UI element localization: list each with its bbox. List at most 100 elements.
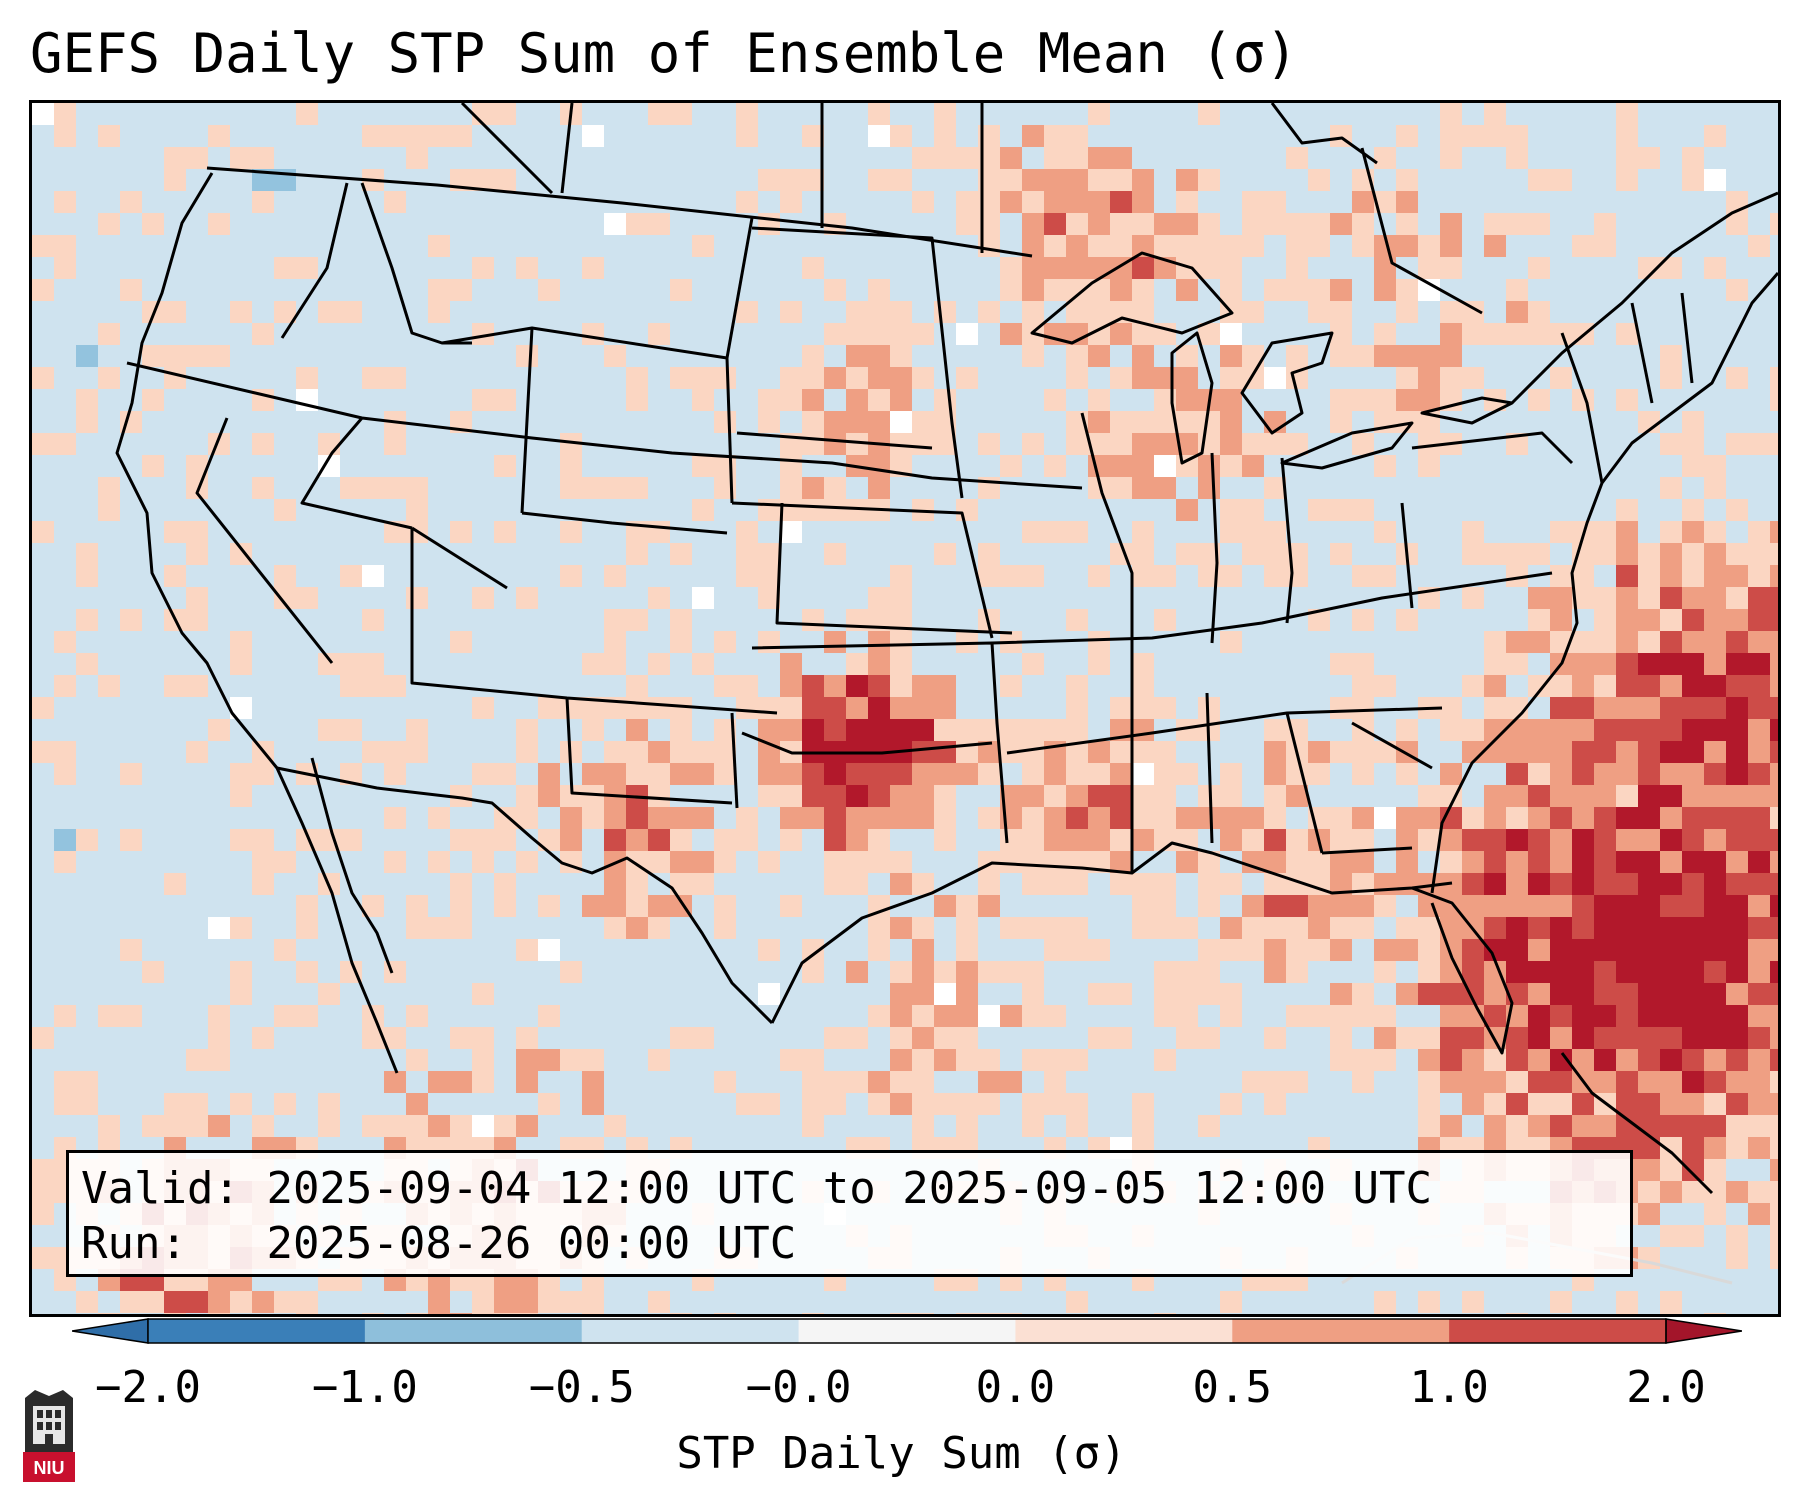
anomaly-cell [1638, 1137, 1660, 1159]
anomaly-cell [1110, 763, 1132, 785]
state-line [1280, 457, 1294, 624]
anomaly-cell [1374, 741, 1396, 763]
anomaly-cell [208, 1291, 230, 1313]
anomaly-cell [186, 345, 208, 367]
anomaly-cell [1440, 917, 1462, 939]
anomaly-cell [1154, 763, 1176, 785]
anomaly-cell [1506, 851, 1528, 873]
anomaly-cell [1110, 455, 1132, 477]
anomaly-cell [868, 1071, 890, 1093]
anomaly-cell [714, 1071, 736, 1093]
anomaly-cell [472, 1115, 494, 1137]
anomaly-cell [472, 323, 494, 345]
anomaly-cell [1044, 125, 1066, 147]
anomaly-cell [824, 873, 846, 895]
anomaly-cell [1088, 763, 1110, 785]
anomaly-cell [692, 741, 714, 763]
anomaly-cell [1000, 1005, 1022, 1027]
anomaly-cell [582, 477, 604, 499]
anomaly-cell [1506, 543, 1528, 565]
anomaly-cell [604, 873, 626, 895]
anomaly-cell [1484, 675, 1506, 697]
anomaly-cell [1572, 851, 1594, 873]
anomaly-cell [1066, 873, 1088, 895]
anomaly-cell [1286, 257, 1308, 279]
anomaly-cell [1770, 543, 1778, 565]
anomaly-cell [1616, 719, 1638, 741]
anomaly-cell [1550, 719, 1572, 741]
anomaly-cell [978, 543, 1000, 565]
anomaly-cell [1704, 609, 1726, 631]
anomaly-cell [1154, 1313, 1176, 1314]
anomaly-cell [1022, 345, 1044, 367]
east-coast [1430, 272, 1778, 894]
anomaly-cell [1132, 895, 1154, 917]
anomaly-cell [1704, 1181, 1726, 1203]
anomaly-cell [1638, 1115, 1660, 1137]
anomaly-cell [1176, 543, 1198, 565]
anomaly-cell [1044, 1005, 1066, 1027]
anomaly-cell [1066, 345, 1088, 367]
anomaly-cell [1506, 653, 1528, 675]
anomaly-cell [1506, 125, 1528, 147]
anomaly-cell [252, 191, 274, 213]
anomaly-cell [1440, 323, 1462, 345]
anomaly-cell [978, 895, 1000, 917]
anomaly-cell [54, 257, 76, 279]
anomaly-cell [934, 675, 956, 697]
anomaly-cell [1528, 1093, 1550, 1115]
anomaly-cell [780, 521, 802, 543]
anomaly-cell [1528, 917, 1550, 939]
anomaly-cell [1528, 741, 1550, 763]
anomaly-cell [802, 477, 824, 499]
anomaly-cell [824, 279, 846, 301]
anomaly-cell [318, 829, 340, 851]
anomaly-cell [1044, 719, 1066, 741]
anomaly-cell [1748, 433, 1770, 455]
anomaly-cell [648, 323, 670, 345]
anomaly-cell [1022, 851, 1044, 873]
anomaly-cell [868, 279, 890, 301]
anomaly-cell [1286, 829, 1308, 851]
anomaly-cell [868, 477, 890, 499]
anomaly-cell [1638, 587, 1660, 609]
stp-anomaly-cells [32, 103, 1778, 1314]
anomaly-cell [1418, 257, 1440, 279]
anomaly-cell [1110, 829, 1132, 851]
anomaly-cell [186, 477, 208, 499]
anomaly-cell [1682, 895, 1704, 917]
anomaly-cell [670, 103, 692, 125]
anomaly-cell [384, 367, 406, 389]
anomaly-cell [1572, 763, 1594, 785]
anomaly-cell [98, 1313, 120, 1314]
anomaly-cell [1682, 983, 1704, 1005]
anomaly-cell [1770, 389, 1778, 411]
anomaly-cell [1110, 477, 1132, 499]
anomaly-cell [1594, 521, 1616, 543]
anomaly-cell [1066, 521, 1088, 543]
anomaly-cell [846, 807, 868, 829]
anomaly-cell [1462, 741, 1484, 763]
anomaly-cell [472, 763, 494, 785]
anomaly-cell [626, 807, 648, 829]
anomaly-cell [1506, 961, 1528, 983]
anomaly-cell [1000, 191, 1022, 213]
anomaly-cell [1638, 895, 1660, 917]
anomaly-cell [1044, 807, 1066, 829]
anomaly-cell [1132, 917, 1154, 939]
anomaly-cell [1330, 873, 1352, 895]
anomaly-cell [1770, 719, 1778, 741]
anomaly-cell [560, 477, 582, 499]
anomaly-cell [978, 961, 1000, 983]
anomaly-cell [1748, 741, 1770, 763]
anomaly-cell [296, 587, 318, 609]
anomaly-cell [428, 1071, 450, 1093]
anomaly-cell [802, 411, 824, 433]
anomaly-cell [1638, 719, 1660, 741]
anomaly-cell [428, 1313, 450, 1314]
anomaly-cell [406, 499, 428, 521]
anomaly-cell [1374, 191, 1396, 213]
anomaly-cell [670, 763, 692, 785]
anomaly-cell [868, 169, 890, 191]
anomaly-cell [890, 609, 912, 631]
